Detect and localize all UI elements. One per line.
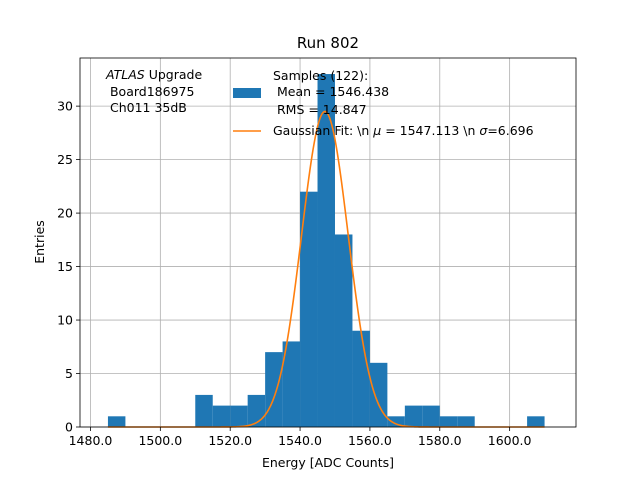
legend-fit-label: Gaussian Fit: \n μ = 1547.113 \n σ=6.696 [273, 123, 534, 138]
histogram-bar-20 [457, 416, 475, 427]
annotation-line-3: Ch011 35dB [106, 100, 187, 115]
histogram-bar-13 [334, 234, 353, 427]
legend-fit-mu: μ [372, 123, 381, 138]
histogram-bar-18 [422, 405, 440, 427]
y-tick-label-6: 30 [57, 99, 73, 114]
x-tick-label-3: 1540.0 [278, 433, 322, 448]
histogram-bar-6 [212, 405, 231, 427]
y-tick-label-1: 5 [65, 366, 73, 381]
y-tick-label-3: 15 [57, 259, 73, 274]
x-tick-label-6: 1600.0 [488, 433, 532, 448]
x-tick-label-2: 1520.0 [208, 433, 252, 448]
y-tick-label-2: 10 [57, 313, 73, 328]
histogram-bar-17 [404, 405, 423, 427]
histogram-bar-12 [317, 74, 335, 427]
histogram-bar-24 [527, 416, 545, 427]
legend-patch-samples [233, 88, 261, 98]
histogram-bar-15 [369, 362, 388, 427]
annotation-italic: ATLAS [105, 67, 145, 82]
legend-samples-line-2: Mean = 1546.438 [273, 84, 389, 99]
histogram-bar-5 [195, 394, 213, 427]
x-tick-label-0: 1480.0 [69, 433, 113, 448]
y-tick-label-5: 25 [57, 152, 73, 167]
y-tick-label-0: 0 [65, 420, 73, 435]
histogram-bar-19 [439, 416, 458, 427]
legend: Samples (122): Mean = 1546.438 RMS = 14.… [233, 68, 534, 138]
y-axis-label: Entries [32, 220, 47, 264]
histogram-bar-16 [387, 416, 405, 427]
x-tick-label-5: 1580.0 [418, 433, 462, 448]
y-axis-ticks: 0 5 10 15 20 25 30 [57, 99, 80, 435]
histogram-bar-9 [265, 352, 283, 427]
chart-title: Run 802 [297, 34, 359, 52]
legend-samples-line-3: RMS = 14.847 [273, 102, 367, 117]
axes-frame [79, 57, 577, 428]
annotation-rest: Upgrade [145, 67, 203, 82]
legend-fit-part-1: Gaussian Fit: \n [273, 123, 373, 138]
x-axis-ticks: 1480.0 1500.0 1520.0 1540.0 1560.0 1580.0 1600… [69, 427, 532, 448]
annotation-line-1: ATLAS Upgrade [105, 67, 202, 82]
y-tick-label-4: 20 [57, 206, 73, 221]
histogram-bar-10 [282, 341, 301, 427]
histogram-bar-14 [352, 330, 370, 427]
legend-fit-part-2: = 1547.113 \n [381, 123, 479, 138]
x-tick-label-4: 1560.0 [348, 433, 392, 448]
plot-area: 1480.0 1500.0 1520.0 1540.0 1560.0 1580.0 1600… [57, 57, 577, 448]
legend-fit-part-3: =6.696 [487, 123, 533, 138]
x-axis-label: Energy [ADC Counts] [262, 455, 394, 470]
histogram-bar-11 [300, 191, 318, 427]
legend-samples-line-1: Samples (122): [273, 68, 368, 83]
annotation-line-2: Board186975 [106, 84, 194, 99]
x-tick-label-1: 1500.0 [138, 433, 182, 448]
histogram-bar-7 [230, 405, 248, 427]
legend-fit-sigma: σ [479, 123, 488, 138]
histogram-bar-0 [107, 416, 126, 427]
atlas-annotation: ATLAS Upgrade Board186975 Ch011 35dB [105, 67, 202, 115]
